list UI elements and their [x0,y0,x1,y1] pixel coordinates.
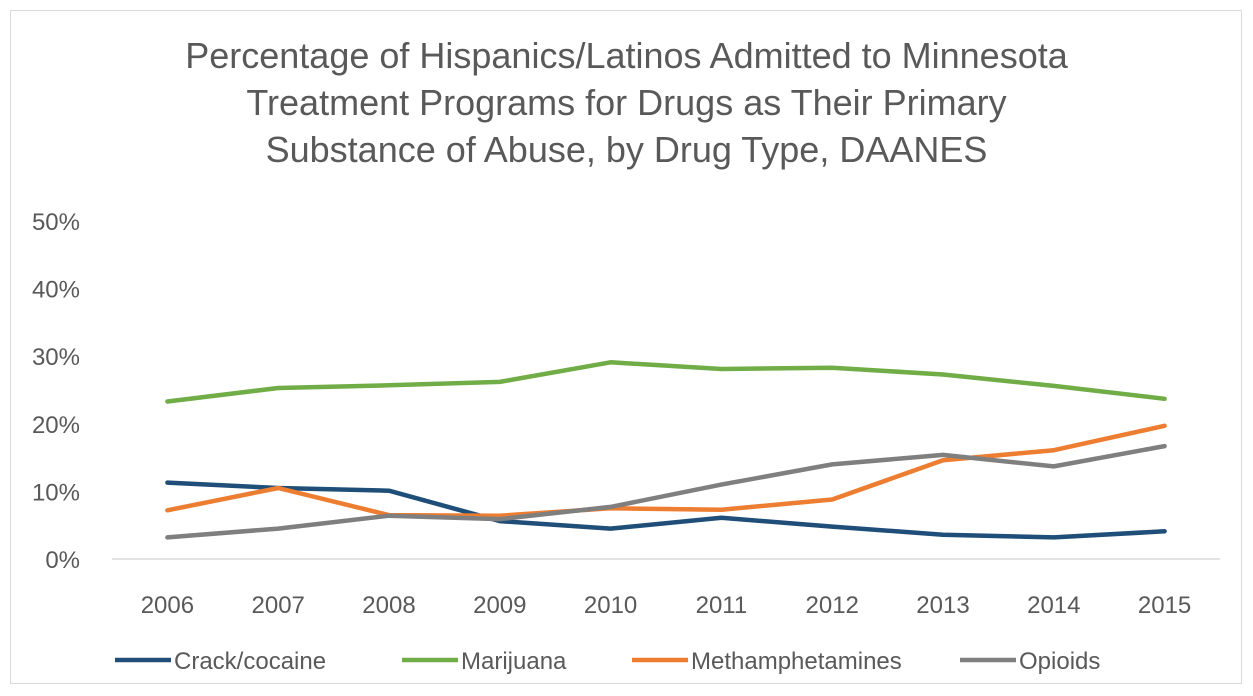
y-tick-label: 40% [32,277,80,304]
y-tick-label: 50% [32,209,80,236]
y-tick-label: 30% [32,344,80,371]
x-tick-label: 2011 [696,592,748,619]
series-line-opioids [165,443,1167,540]
x-tick-label: 2010 [584,592,637,619]
x-tick-label: 2009 [473,592,526,619]
chart-title-line-3: Substance of Abuse, by Drug Type, DAANES [265,129,988,170]
chart-title-line-2: Treatment Programs for Drugs as Their Pr… [246,82,1007,123]
y-tick-label: 20% [32,412,80,439]
x-axis: 2006 2007 2008 2009 2010 2011 2012 2013 2014 2015 [112,558,1220,619]
x-tick-label: 2006 [141,592,194,619]
x-tick-label: 2007 [252,592,305,619]
x-tick-label: 2008 [362,592,415,619]
y-tick-label: 0% [45,547,80,574]
legend-label: Methamphetamines [691,648,902,675]
chart-title: Percentage of Hispanics/Latinos Admitted… [60,32,1193,173]
chart-frame [10,10,1242,684]
series-line-marijuana [165,360,1167,404]
series-line-methamphetamines [165,423,1167,518]
series-line-crack-cocaine [165,480,1167,540]
y-axis: 0% 10% 20% 30% 40% 50% [32,209,80,574]
x-tick-label: 2012 [806,592,859,619]
legend-label: Marijuana [461,648,567,675]
x-tick-label: 2014 [1027,592,1080,619]
y-tick-label: 10% [32,479,80,506]
chart-title-line-1: Percentage of Hispanics/Latinos Admitted… [185,35,1068,76]
legend-label: Crack/cocaine [174,648,326,675]
legend: Crack/cocaine Marijuana Methamphetamines Op… [115,648,1100,675]
legend-label: Opioids [1019,648,1100,675]
x-tick-label: 2015 [1138,592,1191,619]
series-lines [165,360,1167,540]
x-tick-label: 2013 [916,592,969,619]
